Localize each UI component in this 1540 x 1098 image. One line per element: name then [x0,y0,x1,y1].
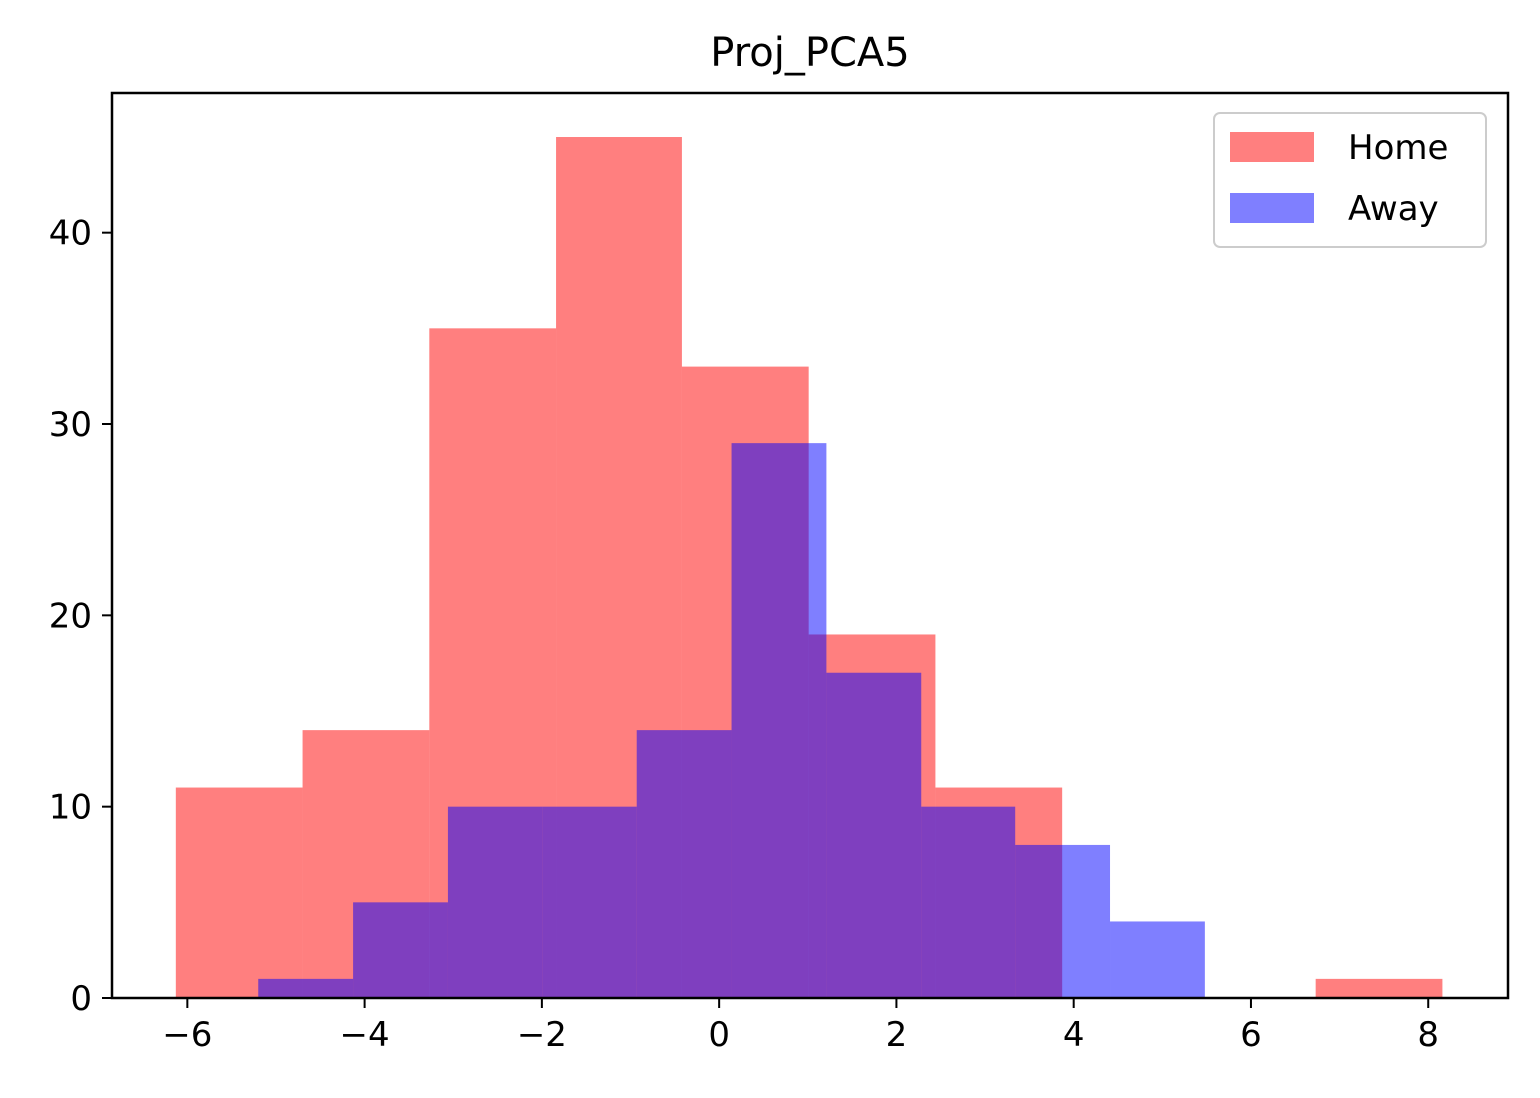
x-tick-label: −4 [340,1015,390,1055]
histogram-bar-away [636,730,732,998]
histogram-bar-away [542,806,637,998]
y-tick-label: 0 [70,979,92,1019]
y-tick-label: 10 [49,788,92,828]
histogram-bars [175,137,1443,999]
y-tick-label: 20 [49,596,92,636]
histogram-bar-away [1110,921,1205,998]
plot-frame [110,91,1510,1000]
histogram-bar-home [175,787,303,998]
y-tick-label: 30 [49,405,92,445]
legend-swatch-home [1230,132,1314,162]
y-tick-label: 40 [49,214,92,254]
histogram-bar-away [258,978,354,998]
histogram-bar-away [1015,844,1111,998]
histogram-bar-home [1315,978,1443,998]
x-tick-label: 4 [1063,1015,1085,1055]
histogram-bar-away [731,443,827,998]
series-away-bars [258,443,1205,998]
chart-title: Proj_PCA5 [710,30,909,76]
x-tick-label: 6 [1240,1015,1262,1055]
x-tick-label: 2 [886,1015,908,1055]
histogram-bar-away [921,806,1016,998]
histogram-bar-away [826,672,922,998]
y-axis-ticks: 0 10 20 30 40 [49,214,112,1019]
legend: Home Away [1213,112,1487,248]
histogram-bar-away [447,806,543,998]
x-tick-label: −2 [517,1015,567,1055]
legend-label-home: Home [1348,128,1448,168]
x-axis-ticks: −6 −4 −2 0 2 4 6 8 [162,998,1439,1055]
x-tick-label: 0 [708,1015,730,1055]
x-tick-label: 8 [1417,1015,1439,1055]
legend-label-away: Away [1348,189,1439,229]
histogram-bar-away [353,902,448,998]
legend-swatch-away [1230,193,1314,223]
x-tick-label: −6 [162,1015,212,1055]
